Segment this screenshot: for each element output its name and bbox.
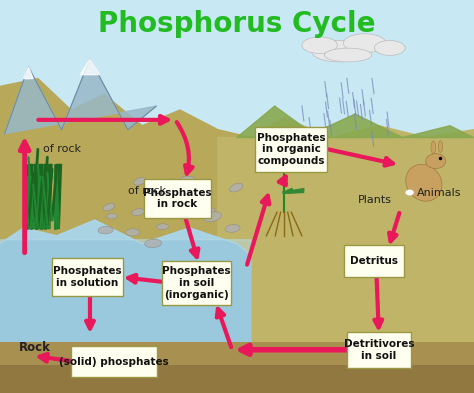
FancyBboxPatch shape: [346, 332, 411, 368]
Text: (solid) phosphates: (solid) phosphates: [59, 356, 169, 367]
Ellipse shape: [103, 204, 115, 211]
Ellipse shape: [156, 224, 168, 230]
Ellipse shape: [438, 141, 443, 152]
Ellipse shape: [141, 180, 147, 184]
Polygon shape: [5, 59, 156, 134]
Ellipse shape: [311, 40, 366, 62]
Ellipse shape: [431, 141, 436, 154]
Ellipse shape: [406, 164, 442, 201]
Text: Phosphates
in rock: Phosphates in rock: [143, 188, 212, 209]
FancyBboxPatch shape: [255, 127, 327, 172]
Polygon shape: [0, 79, 251, 393]
Bar: [0, 0, 474, 138]
Ellipse shape: [405, 189, 414, 195]
Ellipse shape: [145, 239, 162, 248]
Text: of rock: of rock: [128, 185, 166, 196]
Ellipse shape: [179, 176, 195, 184]
Text: Rock: Rock: [19, 341, 51, 354]
Polygon shape: [81, 59, 100, 75]
Ellipse shape: [205, 208, 215, 213]
Ellipse shape: [185, 189, 193, 193]
Ellipse shape: [181, 204, 194, 211]
Ellipse shape: [225, 225, 240, 232]
Ellipse shape: [134, 178, 146, 185]
Ellipse shape: [302, 37, 337, 53]
FancyBboxPatch shape: [52, 258, 123, 296]
Ellipse shape: [132, 209, 145, 216]
Ellipse shape: [98, 226, 113, 234]
Ellipse shape: [343, 34, 386, 53]
Text: Animals: Animals: [417, 187, 461, 198]
Polygon shape: [0, 220, 251, 255]
Ellipse shape: [107, 213, 118, 219]
Text: of rock: of rock: [43, 144, 81, 154]
Polygon shape: [237, 106, 474, 138]
Ellipse shape: [374, 40, 405, 55]
Polygon shape: [218, 118, 474, 393]
Ellipse shape: [229, 183, 243, 192]
Polygon shape: [0, 220, 251, 346]
Ellipse shape: [324, 48, 372, 62]
FancyBboxPatch shape: [144, 178, 211, 218]
FancyBboxPatch shape: [162, 261, 231, 305]
Text: Detritivores
in soil: Detritivores in soil: [344, 339, 414, 360]
Ellipse shape: [126, 229, 140, 236]
Text: Plants: Plants: [357, 195, 392, 206]
Text: Phosphates
in soil
(inorganic): Phosphates in soil (inorganic): [162, 266, 231, 299]
Bar: [0, 365, 474, 393]
Text: Detritus: Detritus: [350, 256, 398, 266]
Ellipse shape: [166, 179, 177, 185]
Ellipse shape: [203, 212, 221, 222]
Ellipse shape: [426, 154, 446, 169]
Text: Phosphates
in organic
compounds: Phosphates in organic compounds: [257, 133, 326, 166]
Text: Phosphates
in solution: Phosphates in solution: [53, 266, 122, 288]
FancyBboxPatch shape: [71, 346, 156, 377]
Text: Phosphorus Cycle: Phosphorus Cycle: [98, 10, 375, 38]
Ellipse shape: [177, 195, 192, 202]
Bar: [0, 342, 474, 393]
FancyBboxPatch shape: [344, 245, 404, 277]
Polygon shape: [24, 67, 33, 79]
